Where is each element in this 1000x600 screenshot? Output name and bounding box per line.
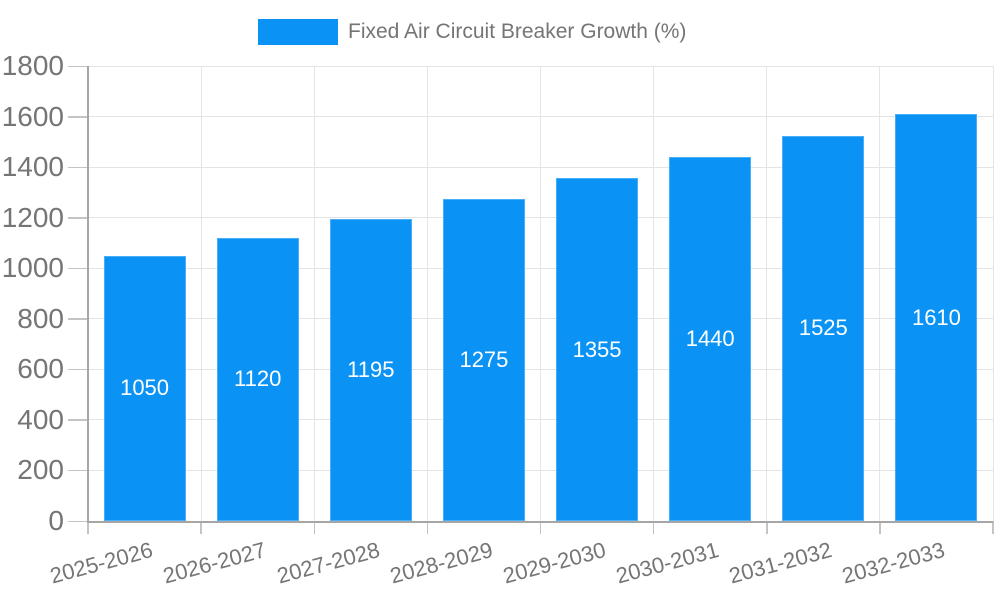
bar-value-label: 1120 bbox=[234, 366, 282, 392]
x-axis-tick-label: 2025-2026 bbox=[47, 537, 156, 589]
x-gridline bbox=[200, 66, 202, 521]
y-axis-tick-label: 600 bbox=[17, 353, 64, 385]
legend-swatch bbox=[258, 19, 338, 45]
x-axis-tick-label: 2027-2028 bbox=[273, 537, 383, 589]
bar[interactable] bbox=[782, 135, 865, 521]
x-axis-tick-label: 2026-2027 bbox=[160, 537, 269, 589]
y-axis-tick-label: 1200 bbox=[1, 201, 64, 233]
y-axis-tick-label: 400 bbox=[17, 403, 64, 435]
y-axis-tick-label: 0 bbox=[48, 505, 64, 536]
y-tick-mark bbox=[68, 65, 88, 67]
y-axis-tick-label: 1800 bbox=[1, 50, 64, 81]
x-tick-mark bbox=[426, 521, 429, 534]
bar[interactable] bbox=[103, 255, 186, 521]
x-tick-mark bbox=[652, 521, 655, 534]
y-axis-tick-label: 1000 bbox=[1, 252, 64, 284]
bar[interactable] bbox=[556, 178, 639, 521]
x-gridline bbox=[426, 66, 428, 521]
y-tick-mark bbox=[68, 368, 88, 371]
x-tick-mark bbox=[879, 521, 881, 534]
bar-value-label: 1440 bbox=[685, 326, 735, 351]
x-tick-mark bbox=[766, 521, 768, 534]
y-axis-tick-label: 1600 bbox=[1, 100, 64, 132]
x-gridline bbox=[879, 66, 881, 521]
x-gridline bbox=[992, 66, 994, 521]
x-tick-mark bbox=[539, 521, 542, 534]
x-axis-tick-label: 2028-2029 bbox=[387, 537, 496, 589]
y-axis-tick-label: 1400 bbox=[1, 151, 64, 183]
y-tick-mark bbox=[68, 267, 88, 270]
x-axis-line bbox=[87, 521, 993, 523]
x-gridline bbox=[313, 66, 315, 521]
y-axis-tick-label: 200 bbox=[17, 454, 64, 486]
y-tick-mark bbox=[68, 116, 88, 118]
x-gridline bbox=[540, 66, 541, 521]
legend-item[interactable]: Fixed Air Circuit Breaker Growth (%) bbox=[258, 19, 686, 45]
x-gridline bbox=[653, 66, 655, 521]
y-axis-tick-label: 800 bbox=[17, 302, 64, 334]
y-tick-mark bbox=[68, 217, 88, 219]
bar-value-label: 1050 bbox=[120, 375, 170, 401]
bar-value-label: 1195 bbox=[347, 356, 395, 382]
x-tick-mark bbox=[992, 521, 994, 534]
y-tick-mark bbox=[68, 166, 88, 169]
x-tick-mark bbox=[313, 521, 315, 534]
bar-value-label: 1610 bbox=[911, 304, 961, 330]
bar-value-label: 1355 bbox=[572, 336, 622, 362]
x-axis-tick-label: 2030-2031 bbox=[613, 537, 722, 589]
y-tick-mark bbox=[68, 318, 88, 320]
y-tick-mark bbox=[68, 469, 88, 472]
x-axis-tick-label: 2032-2033 bbox=[839, 537, 948, 589]
x-axis-tick-label: 2029-2030 bbox=[500, 537, 609, 589]
bar-value-label: 1525 bbox=[798, 315, 848, 341]
x-gridline bbox=[766, 66, 768, 521]
bar[interactable] bbox=[216, 237, 299, 521]
bar[interactable] bbox=[442, 198, 525, 521]
x-tick-mark bbox=[87, 521, 89, 534]
bar[interactable] bbox=[329, 218, 412, 521]
x-axis-tick-label: 2031-2032 bbox=[726, 537, 835, 589]
legend-label: Fixed Air Circuit Breaker Growth (%) bbox=[348, 20, 687, 43]
bar[interactable] bbox=[895, 114, 978, 521]
y-axis-line bbox=[87, 66, 89, 523]
x-tick-mark bbox=[200, 521, 202, 534]
y-tick-mark bbox=[68, 419, 88, 421]
y-tick-mark bbox=[68, 520, 88, 522]
bar-value-label: 1275 bbox=[459, 346, 509, 372]
bar[interactable] bbox=[669, 157, 752, 521]
